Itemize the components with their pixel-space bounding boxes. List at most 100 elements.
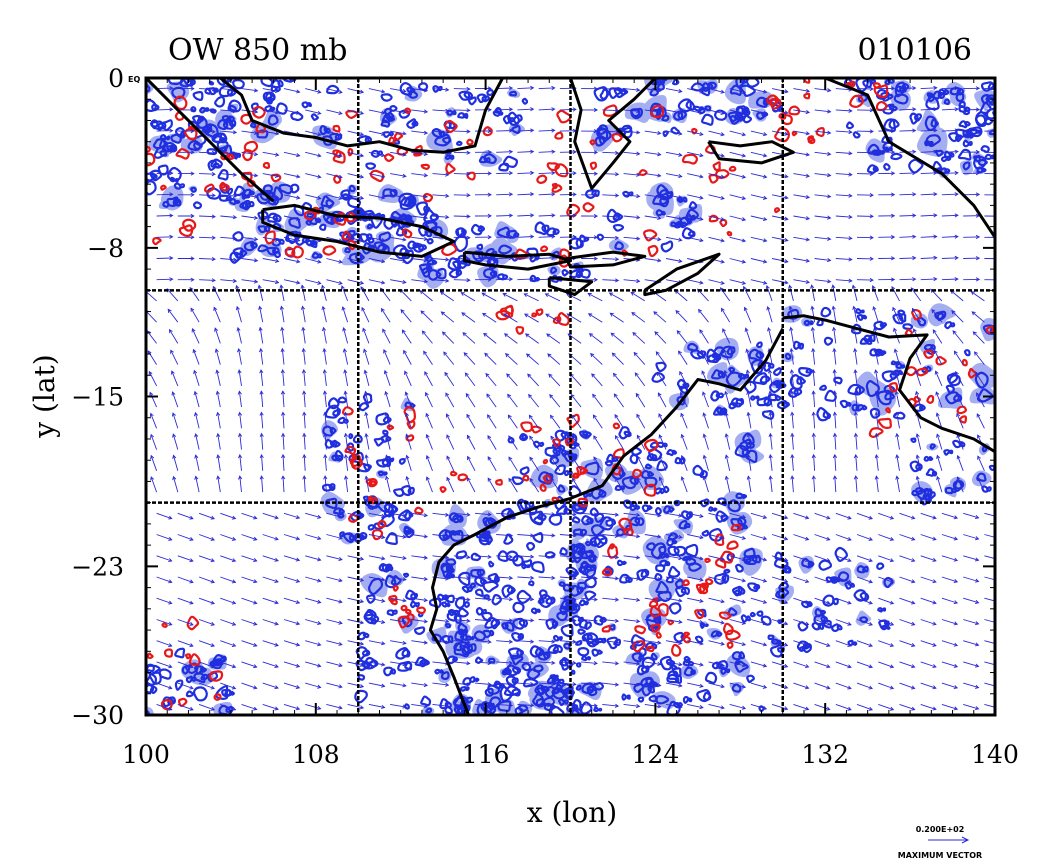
ow-negative-contour (530, 607, 538, 615)
x-tick-label: 108 (292, 740, 340, 769)
ow-negative-contour (819, 609, 826, 615)
ow-negative-contour (654, 507, 662, 516)
ow-negative-contour (818, 559, 833, 571)
ow-negative-contour (277, 238, 285, 245)
ow-negative-contour (620, 87, 629, 96)
ow-negative-contour (474, 656, 484, 664)
ow-negative-contour (769, 644, 783, 658)
ow-negative-contour (862, 314, 868, 320)
ow-negative-contour (532, 693, 544, 707)
wind-vector (199, 109, 216, 111)
ow-negative-contour (570, 669, 576, 675)
ow-negative-fill (683, 556, 707, 580)
ow-negative-contour (476, 568, 485, 578)
ow-negative-contour (704, 671, 718, 684)
ow-negative-contour (593, 706, 599, 713)
ow-negative-contour (551, 687, 560, 695)
ow-negative-contour (425, 264, 433, 272)
ow-negative-contour (383, 216, 399, 230)
ow-negative-contour (664, 560, 671, 567)
ow-negative-contour (635, 505, 641, 510)
ow-negative-contour (388, 131, 394, 137)
ow-negative-contour (806, 601, 813, 608)
ow-negative-contour (865, 337, 873, 345)
x-tick-label: 124 (632, 740, 680, 769)
ow-negative-contour (967, 140, 973, 146)
ow-negative-contour (330, 210, 346, 222)
ow-negative-contour (557, 678, 565, 685)
ow-negative-contour (512, 601, 525, 614)
ow-negative-contour (716, 660, 729, 671)
ow-negative-contour (575, 684, 582, 691)
ow-negative-contour (630, 634, 646, 647)
ow-negative-contour (380, 213, 386, 219)
ow-negative-contour (506, 550, 519, 562)
ow-negative-contour (749, 611, 756, 618)
ow-negative-contour (167, 166, 182, 182)
ow-negative-contour (621, 693, 628, 701)
ow-negative-contour (486, 89, 494, 96)
ow-negative-contour (654, 572, 663, 582)
ow-negative-contour (571, 516, 581, 524)
ow-negative-contour (930, 344, 936, 351)
wind-vector (453, 130, 470, 133)
ow-negative-contour (925, 134, 941, 148)
ow-negative-contour (463, 601, 470, 608)
ow-negative-contour (726, 346, 736, 356)
ow-negative-contour (769, 381, 782, 394)
ow-negative-contour (521, 97, 529, 105)
ow-negative-contour (756, 341, 763, 349)
ow-negative-contour (203, 123, 213, 133)
ow-negative-contour (588, 553, 597, 562)
ow-negative-contour (445, 602, 451, 608)
ow-negative-fill (584, 478, 613, 504)
ow-negative-contour (733, 112, 744, 122)
ow-negative-contour (226, 115, 235, 123)
ow-negative-contour (715, 631, 723, 637)
ow-negative-contour (554, 496, 567, 511)
ow-negative-contour (977, 158, 988, 167)
ow-negative-contour (585, 564, 595, 572)
ow-negative-contour (591, 638, 600, 646)
ow-negative-contour (563, 699, 569, 705)
ow-negative-contour (759, 375, 771, 384)
ow-negative-contour (535, 608, 541, 613)
ow-negative-contour (555, 683, 563, 691)
ow-negative-contour (883, 620, 890, 627)
wind-vector (453, 194, 470, 196)
ow-negative-contour (648, 694, 658, 703)
ow-negative-contour (370, 215, 383, 229)
ow-negative-contour (493, 680, 502, 689)
ow-negative-contour (928, 140, 934, 146)
ow-negative-contour (380, 119, 391, 128)
ow-negative-contour (467, 96, 477, 106)
ow-negative-contour (823, 336, 834, 346)
ow-negative-contour (773, 367, 782, 376)
ow-negative-contour (731, 683, 742, 693)
ow-negative-contour (694, 635, 704, 644)
ow-negative-contour (533, 515, 544, 525)
wind-vector (156, 215, 173, 217)
ow-negative-contour (229, 690, 235, 696)
ow-negative-contour (173, 200, 182, 207)
ow-negative-contour (715, 392, 724, 399)
ow-negative-contour (465, 686, 470, 691)
wind-vector (899, 130, 916, 132)
ow-negative-contour (583, 600, 589, 606)
ow-negative-contour (659, 487, 666, 495)
ow-negative-contour (534, 255, 540, 261)
y-tick-label: 0 (108, 64, 124, 93)
ow-negative-contour (655, 361, 667, 373)
ow-negative-contour (221, 114, 232, 125)
ow-negative-contour (490, 618, 501, 630)
ow-negative-contour (745, 449, 758, 464)
ow-negative-contour (418, 224, 430, 237)
ow-negative-contour (566, 603, 581, 615)
ow-negative-contour (217, 169, 229, 181)
ow-negative-contour (273, 250, 281, 259)
ow-negative-contour (192, 201, 203, 210)
plot-area (146, 78, 995, 715)
ow-negative-contour (618, 468, 626, 478)
ow-negative-contour (945, 384, 955, 394)
wind-vector (899, 87, 916, 90)
